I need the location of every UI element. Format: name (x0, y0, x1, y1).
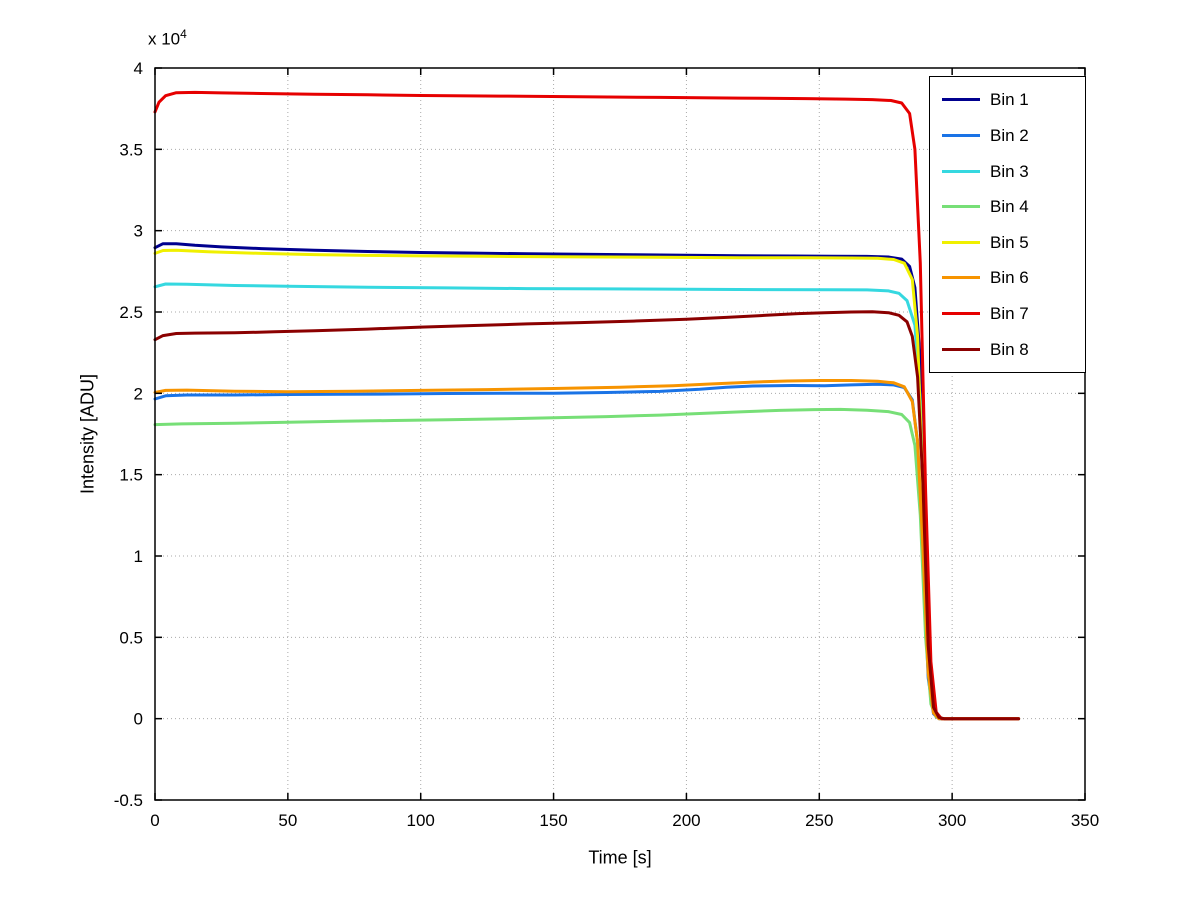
y-axis-label: Intensity [ADU] (77, 373, 98, 495)
series-line-bin-3 (153, 282, 1021, 721)
y-tick-label: 1.5 (119, 466, 143, 485)
y-axis-exponent-power: 4 (180, 27, 187, 41)
legend-line-sample-bin-3 (942, 169, 980, 173)
x-axis-label: Time [s] (588, 847, 652, 868)
y-tick-label: 3.5 (119, 140, 143, 159)
legend-label-bin-6: Bin 6 (990, 268, 1029, 288)
y-tick-label: 0 (134, 710, 143, 729)
x-tick-label: 150 (539, 811, 567, 830)
legend-label-bin-2: Bin 2 (990, 125, 1029, 145)
legend: Bin 1 Bin 2 Bin 3 Bin 4 Bin 5 Bin 6 Bin 7 Bin 8 (929, 76, 1086, 373)
series-line-bin-1 (153, 242, 1021, 721)
y-tick-label: -0.5 (114, 791, 143, 810)
legend-label-bin-5: Bin 5 (990, 232, 1029, 252)
legend-line-sample-bin-2 (942, 133, 980, 137)
legend-label-bin-8: Bin 8 (990, 339, 1029, 359)
y-tick-label: 2.5 (119, 303, 143, 322)
legend-item-bin-1: Bin 1 (942, 91, 1081, 108)
x-tick-label: 200 (672, 811, 700, 830)
legend-label-bin-4: Bin 4 (990, 197, 1029, 217)
x-tick-label: 100 (407, 811, 435, 830)
x-tick-label: 300 (938, 811, 966, 830)
legend-item-bin-6: Bin 6 (942, 269, 1081, 286)
y-tick-label: 3 (134, 222, 143, 241)
legend-label-bin-1: Bin 1 (990, 90, 1029, 110)
legend-line-sample-bin-1 (942, 98, 980, 102)
x-tick-label: 350 (1071, 811, 1099, 830)
series-line-bin-4 (153, 407, 1021, 721)
legend-item-bin-2: Bin 2 (942, 127, 1081, 144)
y-tick-label: 1 (134, 547, 143, 566)
series-line-bin-6 (153, 379, 1021, 721)
y-tick-label: 0.5 (119, 628, 143, 647)
x-tick-label: 50 (278, 811, 297, 830)
legend-label-bin-3: Bin 3 (990, 161, 1029, 181)
y-axis-exponent-base: x 10 (148, 29, 181, 49)
legend-item-bin-3: Bin 3 (942, 163, 1081, 180)
legend-item-bin-8: Bin 8 (942, 341, 1081, 358)
series-line-bin-7 (153, 90, 1021, 721)
legend-item-bin-5: Bin 5 (942, 234, 1081, 251)
series-line-bin-2 (153, 382, 1021, 721)
legend-line-sample-bin-5 (942, 240, 980, 244)
legend-item-bin-4: Bin 4 (942, 198, 1081, 215)
y-tick-label: 2 (134, 384, 143, 403)
plot-border (154, 67, 1086, 801)
series-line-bin-5 (153, 248, 1021, 721)
legend-line-sample-bin-8 (942, 347, 980, 351)
series-line-bin-8 (153, 310, 1021, 721)
legend-line-sample-bin-6 (942, 276, 980, 280)
y-tick-label: 4 (134, 59, 143, 78)
legend-label-bin-7: Bin 7 (990, 304, 1029, 324)
x-tick-label: 0 (150, 811, 159, 830)
y-axis-exponent: x 104 (148, 27, 187, 50)
x-tick-label: 250 (805, 811, 833, 830)
legend-item-bin-7: Bin 7 (942, 305, 1081, 322)
legend-line-sample-bin-7 (942, 312, 980, 316)
legend-line-sample-bin-4 (942, 205, 980, 209)
